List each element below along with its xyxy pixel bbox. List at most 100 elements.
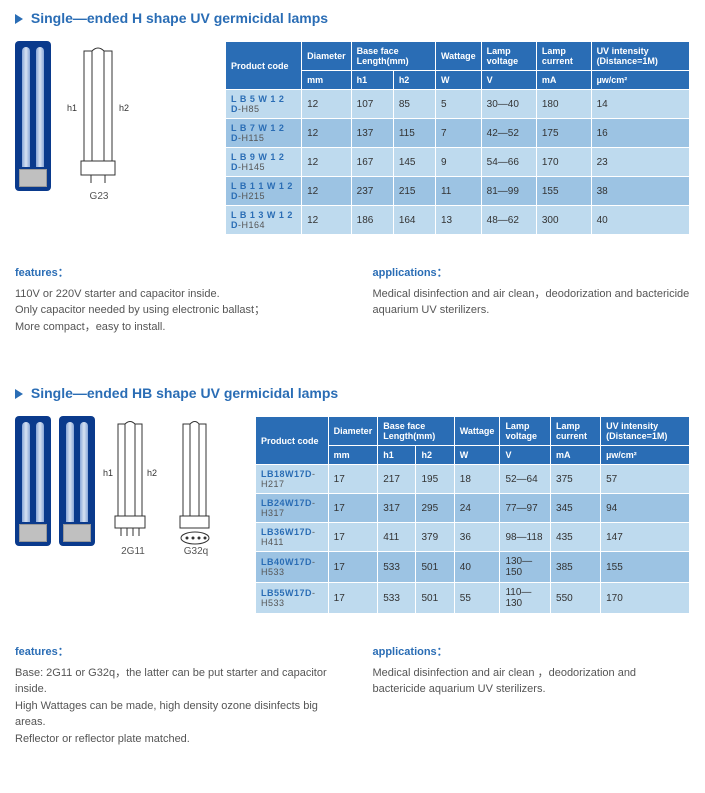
cell: 12	[302, 119, 352, 148]
unit-v: V	[481, 71, 536, 90]
cell: 195	[416, 465, 454, 494]
cell: L B 1 3 W 1 2 D-H164	[226, 206, 302, 235]
title-text: Single—ended HB shape UV germicidal lamp…	[31, 385, 338, 401]
cell: 155	[601, 552, 690, 583]
cell: L B 9 W 1 2 D-H145	[226, 148, 302, 177]
cell: 85	[393, 90, 435, 119]
cell: LB40W17D-H533	[256, 552, 329, 583]
cell: L B 1 1 W 1 2 D-H215	[226, 177, 302, 206]
cell: 110—130	[500, 583, 551, 614]
info-row: features： Base: 2G11 or G32q，the latter …	[15, 644, 690, 747]
cell: L B 7 W 1 2 D-H115	[226, 119, 302, 148]
cell: 170	[601, 583, 690, 614]
cell: 501	[416, 583, 454, 614]
cell: 24	[454, 494, 500, 523]
table-row: LB36W17D-H411174113793698—118435147	[256, 523, 690, 552]
unit-h2: h2	[393, 71, 435, 90]
cell: 17	[328, 552, 378, 583]
cell: 16	[591, 119, 689, 148]
cell: 237	[351, 177, 393, 206]
cell: 98—118	[500, 523, 551, 552]
cell: 345	[551, 494, 601, 523]
applications-heading: applications：	[373, 644, 691, 661]
unit-uv: µw/cm²	[601, 446, 690, 465]
info-row: features： 110V or 220V starter and capac…	[15, 265, 690, 335]
cell: 77—97	[500, 494, 551, 523]
cell: 107	[351, 90, 393, 119]
cell: 300	[536, 206, 591, 235]
table-row: LB18W17D-H217172171951852—6437557	[256, 465, 690, 494]
spec-table: Product code Diameter Base face Length(m…	[225, 41, 690, 235]
applications-block: applications： Medical disinfection and a…	[373, 265, 691, 335]
cell: 30—40	[481, 90, 536, 119]
cell: 12	[302, 206, 352, 235]
applications-text: Medical disinfection and air clean ，deod…	[373, 665, 691, 698]
cell: 147	[601, 523, 690, 552]
cell: 17	[328, 523, 378, 552]
cell: 186	[351, 206, 393, 235]
unit-mm: mm	[328, 446, 378, 465]
triangle-icon	[15, 14, 23, 24]
table-row: LB55W17D-H5331753350155110—130550170	[256, 583, 690, 614]
cell: 11	[435, 177, 481, 206]
cell: 411	[378, 523, 416, 552]
col-uv: UV intensity (Distance=1M)	[591, 42, 689, 71]
applications-heading: applications：	[373, 265, 691, 282]
cell: 317	[378, 494, 416, 523]
cell: 23	[591, 148, 689, 177]
lamp-diagram: h1 h2 2G11	[103, 416, 163, 557]
section-h: Single—ended H shape UV germicidal lamps…	[15, 10, 690, 335]
cell: 533	[378, 552, 416, 583]
unit-uv: µw/cm²	[591, 71, 689, 90]
cell: 379	[416, 523, 454, 552]
cell: 217	[378, 465, 416, 494]
cell: 12	[302, 148, 352, 177]
col-wattage: Wattage	[435, 42, 481, 71]
cell: 40	[454, 552, 500, 583]
cell: 137	[351, 119, 393, 148]
table-row: LB24W17D-H317173172952477—9734594	[256, 494, 690, 523]
unit-v: V	[500, 446, 551, 465]
content-row: h1 h2 G23 Product code Diameter Base fac…	[15, 41, 690, 235]
spec-table: Product code Diameter Base face Length(m…	[255, 416, 690, 614]
col-current: Lamp current	[551, 417, 601, 446]
cell: 215	[393, 177, 435, 206]
unit-w: W	[435, 71, 481, 90]
features-heading: features：	[15, 265, 333, 282]
col-diameter: Diameter	[328, 417, 378, 446]
cell: 38	[591, 177, 689, 206]
col-diameter: Diameter	[302, 42, 352, 71]
spec-table-wrap: Product code Diameter Base face Length(m…	[225, 41, 690, 235]
applications-block: applications： Medical disinfection and a…	[373, 644, 691, 747]
cell: 175	[536, 119, 591, 148]
cell: 55	[454, 583, 500, 614]
table-row: LB40W17D-H5331753350140130—150385155	[256, 552, 690, 583]
cell: 115	[393, 119, 435, 148]
cell: 375	[551, 465, 601, 494]
title-text: Single—ended H shape UV germicidal lamps	[31, 10, 328, 26]
cell: 42—52	[481, 119, 536, 148]
svg-text:h2: h2	[119, 103, 129, 113]
cell: 54—66	[481, 148, 536, 177]
svg-text:h1: h1	[103, 468, 113, 478]
cell: 145	[393, 148, 435, 177]
unit-mm: mm	[302, 71, 352, 90]
header-row: Product code Diameter Base face Length(m…	[256, 417, 690, 446]
table-row: L B 7 W 1 2 D-H11512137115742—5217516	[226, 119, 690, 148]
features-heading: features：	[15, 644, 333, 661]
cell: 5	[435, 90, 481, 119]
cell: 36	[454, 523, 500, 552]
cell: LB55W17D-H533	[256, 583, 329, 614]
lamp-photo	[15, 416, 51, 546]
lamp-photo	[15, 41, 51, 191]
col-wattage: Wattage	[454, 417, 500, 446]
spec-tbody-2: LB18W17D-H217172171951852—6437557LB24W17…	[256, 465, 690, 614]
cell: 164	[393, 206, 435, 235]
lamp-photo	[59, 416, 95, 546]
features-block: features： 110V or 220V starter and capac…	[15, 265, 333, 335]
cell: 12	[302, 177, 352, 206]
col-code: Product code	[226, 42, 302, 90]
spec-table-wrap: Product code Diameter Base face Length(m…	[255, 416, 690, 614]
lamp-diagram: h1 h2 G23	[59, 41, 139, 202]
base-label: G23	[59, 191, 139, 202]
